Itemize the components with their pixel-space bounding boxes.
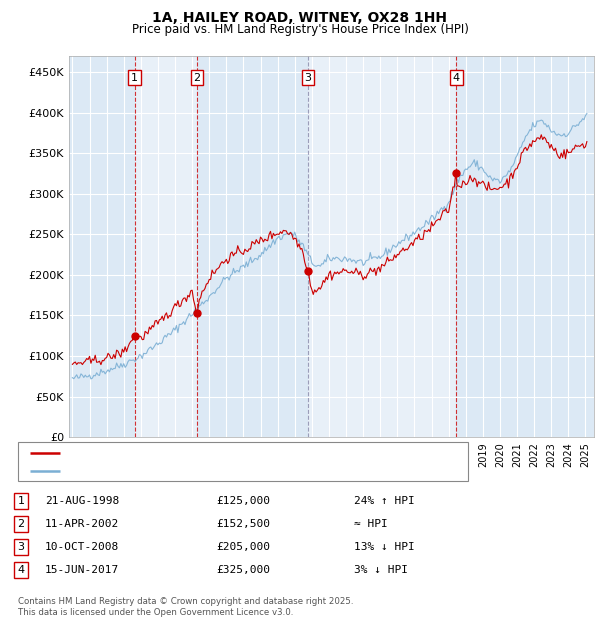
Text: 13% ↓ HPI: 13% ↓ HPI <box>354 542 415 552</box>
Text: 15-JUN-2017: 15-JUN-2017 <box>45 565 119 575</box>
Bar <box>308 56 457 437</box>
Text: 4: 4 <box>17 565 25 575</box>
Text: 3% ↓ HPI: 3% ↓ HPI <box>354 565 408 575</box>
Text: 1A, HAILEY ROAD, WITNEY, OX28 1HH (semi-detached house): 1A, HAILEY ROAD, WITNEY, OX28 1HH (semi-… <box>72 448 392 458</box>
Text: 1: 1 <box>131 73 138 82</box>
Text: 11-APR-2002: 11-APR-2002 <box>45 519 119 529</box>
Text: 21-AUG-1998: 21-AUG-1998 <box>45 496 119 506</box>
Text: £152,500: £152,500 <box>216 519 270 529</box>
Bar <box>69 56 134 437</box>
Text: 10-OCT-2008: 10-OCT-2008 <box>45 542 119 552</box>
Text: ≈ HPI: ≈ HPI <box>354 519 388 529</box>
Text: 3: 3 <box>17 542 25 552</box>
Text: 1A, HAILEY ROAD, WITNEY, OX28 1HH: 1A, HAILEY ROAD, WITNEY, OX28 1HH <box>152 11 448 25</box>
Text: 24% ↑ HPI: 24% ↑ HPI <box>354 496 415 506</box>
Text: 3: 3 <box>305 73 311 82</box>
Text: 1: 1 <box>17 496 25 506</box>
Text: £125,000: £125,000 <box>216 496 270 506</box>
Text: 2: 2 <box>193 73 200 82</box>
Bar <box>134 56 197 437</box>
Text: 2: 2 <box>17 519 25 529</box>
Text: HPI: Average price, semi-detached house, West Oxfordshire: HPI: Average price, semi-detached house,… <box>72 466 383 476</box>
Text: £325,000: £325,000 <box>216 565 270 575</box>
Bar <box>457 56 594 437</box>
Text: £205,000: £205,000 <box>216 542 270 552</box>
Bar <box>197 56 308 437</box>
Text: 4: 4 <box>453 73 460 82</box>
Text: Contains HM Land Registry data © Crown copyright and database right 2025.
This d: Contains HM Land Registry data © Crown c… <box>18 598 353 617</box>
Text: Price paid vs. HM Land Registry's House Price Index (HPI): Price paid vs. HM Land Registry's House … <box>131 23 469 36</box>
